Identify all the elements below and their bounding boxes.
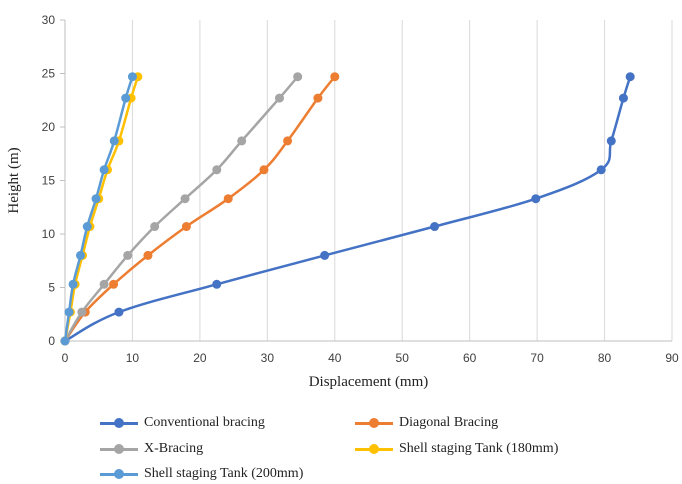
- data-point-diagonal-bracing: [313, 93, 323, 103]
- data-point-conventional-bracing: [114, 307, 124, 317]
- data-point-shell-staging-tank-200mm: [109, 136, 119, 146]
- data-point-x-bracing: [180, 194, 190, 204]
- data-point-conventional-bracing: [596, 165, 606, 175]
- y-tick-label: 0: [48, 334, 55, 348]
- series-line-conventional-bracing: [64, 76, 632, 343]
- legend-item-diagonal-bracing: Diagonal Bracing: [355, 413, 498, 433]
- data-point-shell-staging-tank-200mm: [121, 93, 131, 103]
- data-point-x-bracing: [150, 222, 160, 232]
- x-tick-label: 70: [530, 351, 544, 365]
- data-point-diagonal-bracing: [259, 165, 269, 175]
- data-point-x-bracing: [274, 93, 284, 103]
- data-point-conventional-bracing: [212, 279, 222, 289]
- legend-label: Shell staging Tank (180mm): [399, 441, 559, 456]
- legend-swatch: [355, 442, 393, 456]
- x-tick-label: 40: [328, 351, 342, 365]
- data-point-x-bracing: [237, 136, 247, 146]
- data-point-diagonal-bracing: [223, 194, 233, 204]
- data-point-shell-staging-tank-200mm: [76, 250, 86, 260]
- line-chart: 0 5 10 15 20 25 30 0 10 20 30 40 50 60 70 80 90 Displacem…: [6, 13, 679, 390]
- data-point-diagonal-bracing: [109, 279, 119, 289]
- y-tick-label: 30: [42, 13, 56, 27]
- x-tick-label: 50: [396, 351, 410, 365]
- data-point-x-bracing: [77, 307, 87, 317]
- data-point-x-bracing: [212, 165, 222, 175]
- data-point-x-bracing: [99, 279, 109, 289]
- y-tick-label: 5: [48, 281, 55, 295]
- legend-swatch-marker: [114, 444, 124, 454]
- legend-swatch-marker: [114, 418, 124, 428]
- legend-item-conventional-bracing: Conventional bracing: [100, 413, 265, 433]
- series-line-shell-staging-tank-200mm: [63, 76, 134, 342]
- legend-label: X-Bracing: [144, 441, 204, 456]
- data-point-diagonal-bracing: [283, 136, 293, 146]
- legend-swatch: [100, 442, 138, 456]
- y-tick-label: 15: [42, 174, 56, 188]
- x-tick-label: 30: [261, 351, 275, 365]
- data-point-conventional-bracing: [430, 222, 440, 232]
- legend-swatch-marker: [114, 469, 124, 479]
- x-tick-label: 90: [665, 351, 679, 365]
- x-tick-label: 20: [193, 351, 207, 365]
- y-tick-label: 10: [42, 227, 56, 241]
- data-point-conventional-bracing: [606, 136, 616, 146]
- series-line-x-bracing: [63, 75, 299, 342]
- x-axis-title: Displacement (mm): [309, 374, 429, 390]
- data-point-shell-staging-tank-200mm: [68, 279, 78, 289]
- data-point-conventional-bracing: [320, 250, 330, 260]
- x-tick-label: 60: [463, 351, 477, 365]
- legend-item-x-bracing: X-Bracing: [100, 439, 203, 459]
- x-tick-label: 80: [598, 351, 612, 365]
- legend-swatch: [100, 467, 138, 481]
- data-point-shell-staging-tank-200mm: [60, 336, 70, 346]
- data-point-x-bracing: [293, 72, 303, 82]
- data-point-shell-staging-tank-200mm: [91, 194, 101, 204]
- legend-swatch-marker: [369, 418, 379, 428]
- data-point-diagonal-bracing: [143, 250, 153, 260]
- data-point-shell-staging-tank-200mm: [127, 72, 137, 82]
- y-tick-label: 25: [42, 67, 56, 81]
- data-point-x-bracing: [123, 250, 133, 260]
- data-point-shell-staging-tank-200mm: [64, 307, 74, 317]
- data-point-diagonal-bracing: [181, 222, 191, 232]
- legend: Conventional bracing Diagonal Bracing X-Br…: [0, 410, 682, 482]
- series-line-diagonal-bracing: [63, 75, 336, 342]
- y-tick-label: 20: [42, 120, 56, 134]
- y-axis-title: Height (m): [6, 147, 22, 213]
- data-point-conventional-bracing: [531, 194, 541, 204]
- x-tick-label: 10: [126, 351, 140, 365]
- legend-swatch: [100, 416, 138, 430]
- data-point-conventional-bracing: [625, 72, 635, 82]
- legend-label: Shell staging Tank (200mm): [144, 466, 304, 481]
- legend-item-shell-staging-tank-200mm: Shell staging Tank (200mm): [100, 464, 303, 484]
- data-point-diagonal-bracing: [330, 72, 340, 82]
- data-point-shell-staging-tank-200mm: [99, 165, 109, 175]
- x-tick-label: 0: [62, 351, 69, 365]
- data-point-shell-staging-tank-200mm: [82, 222, 92, 232]
- legend-label: Diagonal Bracing: [399, 415, 499, 430]
- legend-item-shell-staging-tank-180mm: Shell staging Tank (180mm): [355, 439, 558, 459]
- legend-swatch: [355, 416, 393, 430]
- series-line-shell-staging-tank-180mm: [63, 76, 140, 342]
- data-point-conventional-bracing: [618, 93, 628, 103]
- legend-label: Conventional bracing: [144, 415, 265, 430]
- legend-swatch-marker: [369, 444, 379, 454]
